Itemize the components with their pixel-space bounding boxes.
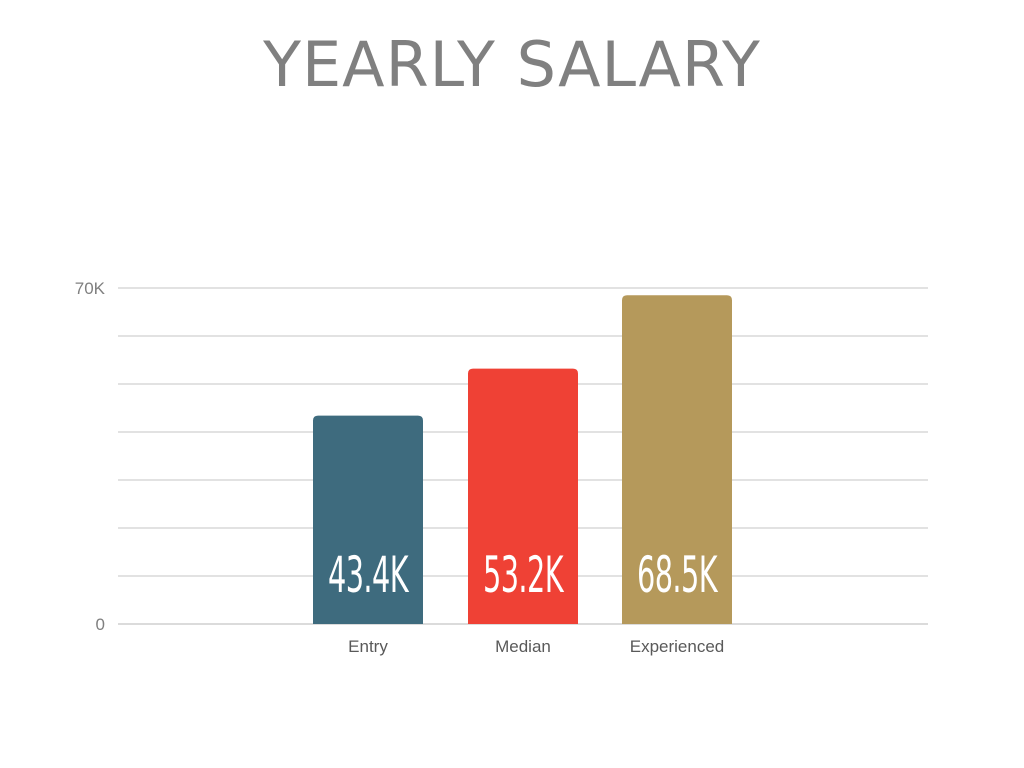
x-axis-categories: Entry Median Experienced: [348, 637, 724, 656]
y-tick-label: 0: [96, 615, 105, 634]
chart-title: YEARLY SALARY: [263, 28, 761, 101]
y-axis-ticks: 0 70K: [75, 279, 106, 634]
bar-value-label: 68.5K: [637, 546, 718, 604]
x-category-label: Entry: [348, 637, 388, 656]
bar-median: [468, 368, 578, 624]
y-tick-label: 70K: [75, 279, 106, 298]
x-category-label: Experienced: [630, 637, 725, 656]
x-category-label: Median: [495, 637, 551, 656]
bars: 43.4K 53.2K 68.5K: [313, 295, 732, 624]
bar-value-label: 53.2K: [483, 546, 564, 604]
bar-value-label: 43.4K: [328, 546, 409, 604]
bar-experienced: [622, 295, 732, 624]
bar-entry: [313, 415, 423, 624]
